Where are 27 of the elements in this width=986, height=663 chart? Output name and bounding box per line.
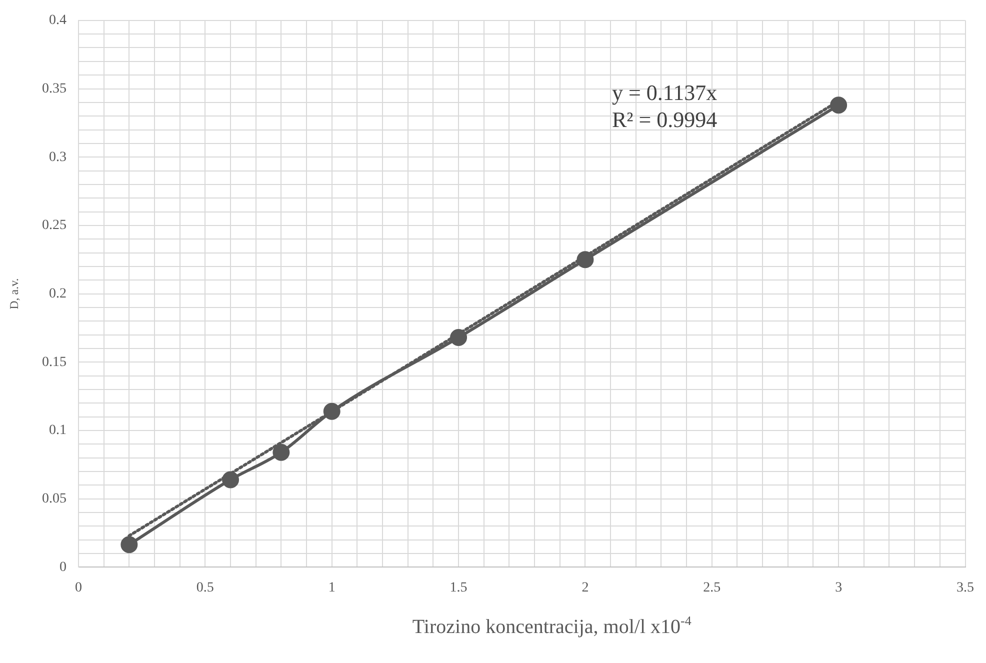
x-tick-label: 0: [75, 580, 82, 596]
point: [450, 329, 468, 346]
point: [323, 402, 340, 420]
point: [120, 536, 138, 554]
y-tick-label: 0.25: [42, 218, 66, 234]
x-tick-label: 3.5: [956, 580, 974, 596]
point: [222, 471, 240, 488]
x-tick-label: 2: [582, 580, 589, 596]
y-tick-label: 0: [60, 560, 66, 575]
point: [272, 444, 290, 461]
x-tick-label: 1.5: [450, 580, 468, 596]
y-tick-label: 0.1: [49, 423, 66, 438]
point: [576, 251, 594, 268]
y-tick-label: 0.4: [49, 13, 66, 28]
y-tick-label: 0.3: [49, 150, 66, 165]
x-tick-label: 3: [835, 580, 842, 596]
y-tick-label: 0.05: [42, 492, 66, 507]
annotation: R² = 0.9994: [612, 107, 718, 132]
x-tick-label: 1: [328, 580, 336, 596]
x-tick-label: 0.5: [196, 580, 214, 596]
annotation: y = 0.1137x: [612, 80, 718, 105]
y-tick-label: 0.15: [42, 354, 66, 370]
x-tick-label: 2.5: [703, 580, 721, 596]
point: [830, 96, 848, 114]
y-axis-title: D, a.v.: [7, 278, 21, 310]
y-tick-label: 0.35: [42, 81, 66, 96]
y-tick-label: 0.2: [49, 286, 66, 302]
